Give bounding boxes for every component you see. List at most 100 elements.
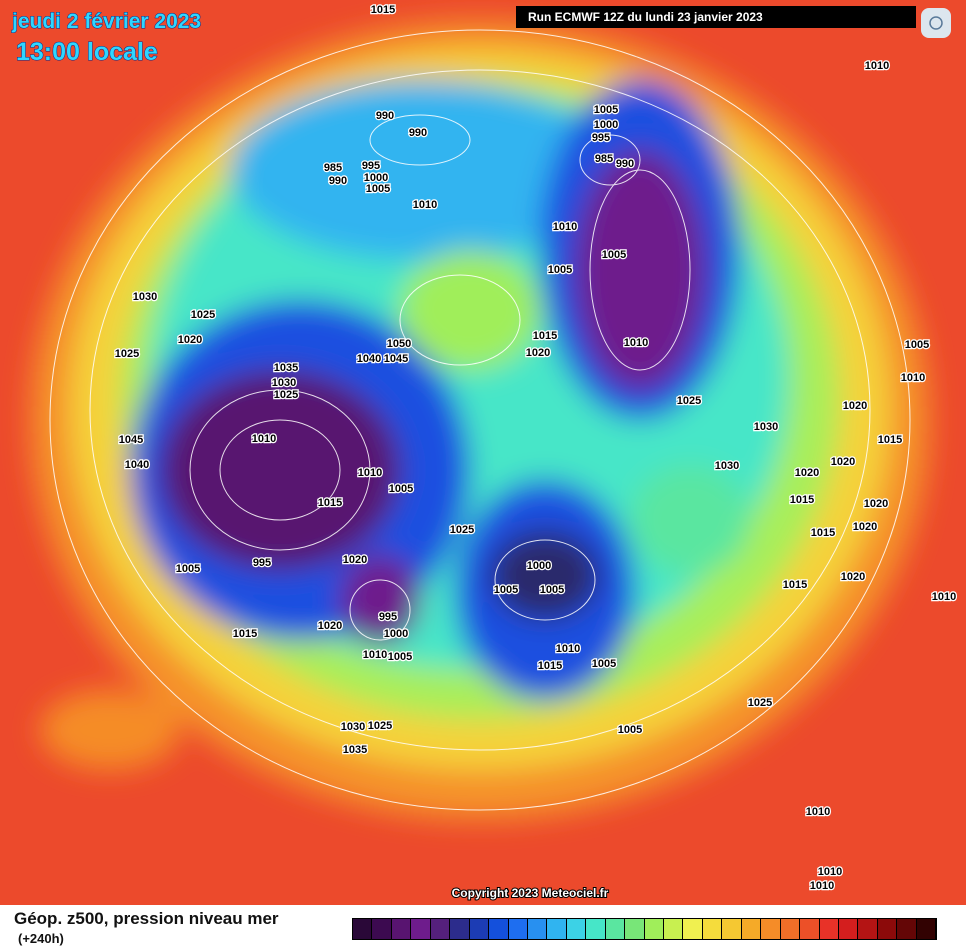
legend-lead: (+240h): [18, 931, 64, 946]
isobar-label: 1045: [119, 434, 143, 446]
isobar-label: 1025: [368, 720, 392, 732]
isobar-label: 1020: [795, 467, 819, 479]
color-swatch: [508, 919, 528, 939]
color-swatch: [566, 919, 587, 939]
isobar-label: 1005: [494, 584, 518, 596]
isobar-label: 1010: [553, 221, 577, 233]
isobar-label: 1030: [272, 377, 296, 389]
map: jeudi 2 février 2023 13:00 locale Run EC…: [0, 0, 966, 905]
run-box: [516, 6, 916, 28]
isobar-label: 1020: [318, 620, 342, 632]
isobar-label: 1015: [533, 330, 557, 342]
isobar-label: 1025: [450, 524, 474, 536]
isobar-label: 995: [362, 160, 380, 172]
color-swatch: [819, 919, 839, 939]
color-swatch: [877, 919, 898, 939]
time: 13:00 locale: [16, 38, 158, 66]
isobar-label: 1025: [115, 348, 139, 360]
isobar-label: 1000: [364, 172, 388, 184]
isobar-label: 1030: [133, 291, 157, 303]
color-swatch: [702, 919, 723, 939]
isobar-label: 1025: [677, 395, 701, 407]
color-swatch: [644, 919, 664, 939]
isobar-label: 1005: [594, 104, 618, 116]
isobar-label: 1010: [865, 60, 889, 72]
color-swatch: [430, 919, 451, 939]
isobar-label: 985: [595, 153, 613, 165]
isobar-label: 1005: [592, 658, 616, 670]
color-swatch: [664, 919, 684, 939]
isobar-label: 1040: [125, 459, 149, 471]
color-swatch: [353, 919, 373, 939]
isobar-label: 1005: [366, 183, 390, 195]
isobar-label: 990: [376, 110, 394, 122]
isobar-label: 1010: [901, 372, 925, 384]
color-swatch: [527, 919, 548, 939]
color-swatch: [916, 919, 937, 939]
isobar-label: 1010: [624, 337, 648, 349]
isobar-label: 1000: [527, 560, 551, 572]
isobar-labels: 1015101099099098599099510001005101010051…: [114, 3, 958, 894]
isobar-label: 1005: [548, 264, 572, 276]
isobar-label: 1015: [790, 494, 814, 506]
isobar-label: 1005: [389, 483, 413, 495]
isobar-label: 1025: [748, 697, 772, 709]
color-swatch: [391, 919, 412, 939]
isobar-label: 1005: [905, 339, 929, 351]
isobar-label: 1025: [274, 389, 298, 401]
isobar-label: 1020: [841, 571, 865, 583]
isobar-label: 1005: [176, 563, 200, 575]
isobar-label: 1045: [384, 353, 408, 365]
isobar-label: 1025: [191, 309, 215, 321]
isobar-label: 1030: [754, 421, 778, 433]
lens-icon: [929, 16, 943, 30]
isobar-label: 990: [409, 127, 427, 139]
colorbar: [352, 918, 937, 940]
isobar-label: 1020: [526, 347, 550, 359]
color-swatch: [372, 919, 392, 939]
isobar-label: 1005: [540, 584, 564, 596]
isobar-label: 1010: [810, 880, 834, 892]
isobar-label: 1010: [358, 467, 382, 479]
isobar-label: 990: [616, 158, 634, 170]
isobar-label: 1000: [594, 119, 618, 131]
isobar-label: 1005: [618, 724, 642, 736]
color-swatch: [722, 919, 742, 939]
isobar-label: 1030: [715, 460, 739, 472]
isobar-label: 1015: [878, 434, 902, 446]
isobar-label: 1035: [343, 744, 367, 756]
color-swatch: [800, 919, 820, 939]
fields: [30, 20, 930, 820]
isobar-label: 1030: [341, 721, 365, 733]
isobar-label: 1000: [384, 628, 408, 640]
isobar-label: 1050: [387, 338, 411, 350]
isobar-label: 1020: [831, 456, 855, 468]
isobars: [49, 29, 911, 811]
isobar-label: 1005: [388, 651, 412, 663]
color-swatch: [761, 919, 781, 939]
color-swatch: [586, 919, 606, 939]
isobar-label: 1040: [357, 353, 381, 365]
isobar-label: 985: [324, 162, 342, 174]
isobar-label: 1035: [274, 362, 298, 374]
color-swatch: [625, 919, 645, 939]
isobar-label: 995: [379, 611, 397, 623]
isobar-label: 1010: [252, 433, 276, 445]
copyright: Copyright 2023 Meteociel.fr: [452, 886, 609, 900]
isobar-label: 1020: [853, 521, 877, 533]
isobar-label: 1010: [818, 866, 842, 878]
isobar-label: 1015: [811, 527, 835, 539]
color-swatch: [838, 919, 859, 939]
isobar-label: 1020: [864, 498, 888, 510]
isobar-label: 990: [329, 175, 347, 187]
isobar-label: 1010: [932, 591, 956, 603]
color-swatch: [858, 919, 878, 939]
isobar-label: 995: [592, 132, 610, 144]
isobar-label: 1015: [233, 628, 257, 640]
color-swatch: [411, 919, 431, 939]
isobar-label: 995: [253, 557, 271, 569]
color-swatch: [469, 919, 490, 939]
color-swatch: [547, 919, 567, 939]
lens-button[interactable]: [921, 8, 951, 38]
